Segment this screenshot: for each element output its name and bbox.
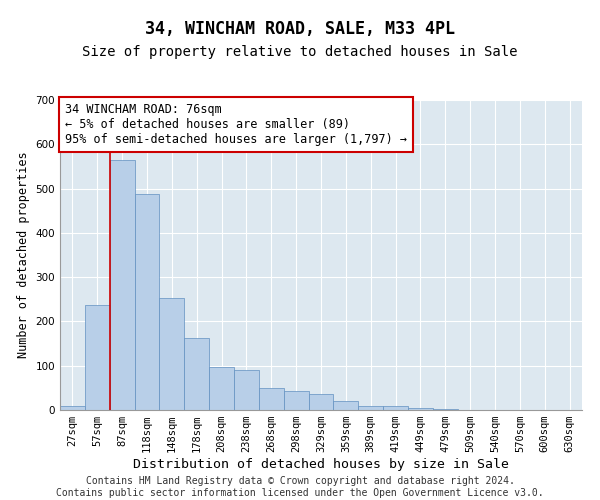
Bar <box>408 408 433 410</box>
Bar <box>110 160 134 410</box>
Bar <box>308 394 334 410</box>
Text: 34 WINCHAM ROAD: 76sqm
← 5% of detached houses are smaller (89)
95% of semi-deta: 34 WINCHAM ROAD: 76sqm ← 5% of detached … <box>65 103 407 146</box>
Bar <box>433 408 458 410</box>
Bar <box>259 388 284 410</box>
Y-axis label: Number of detached properties: Number of detached properties <box>17 152 30 358</box>
Bar <box>160 298 184 410</box>
Bar <box>209 366 234 410</box>
Bar <box>284 390 308 410</box>
Bar <box>85 305 110 410</box>
Bar <box>60 406 85 410</box>
Bar <box>134 194 160 410</box>
X-axis label: Distribution of detached houses by size in Sale: Distribution of detached houses by size … <box>133 458 509 471</box>
Bar <box>383 406 408 410</box>
Bar <box>234 370 259 410</box>
Text: Size of property relative to detached houses in Sale: Size of property relative to detached ho… <box>82 45 518 59</box>
Bar <box>358 406 383 410</box>
Text: 34, WINCHAM ROAD, SALE, M33 4PL: 34, WINCHAM ROAD, SALE, M33 4PL <box>145 20 455 38</box>
Bar <box>184 338 209 410</box>
Text: Contains HM Land Registry data © Crown copyright and database right 2024.
Contai: Contains HM Land Registry data © Crown c… <box>56 476 544 498</box>
Bar <box>334 401 358 410</box>
